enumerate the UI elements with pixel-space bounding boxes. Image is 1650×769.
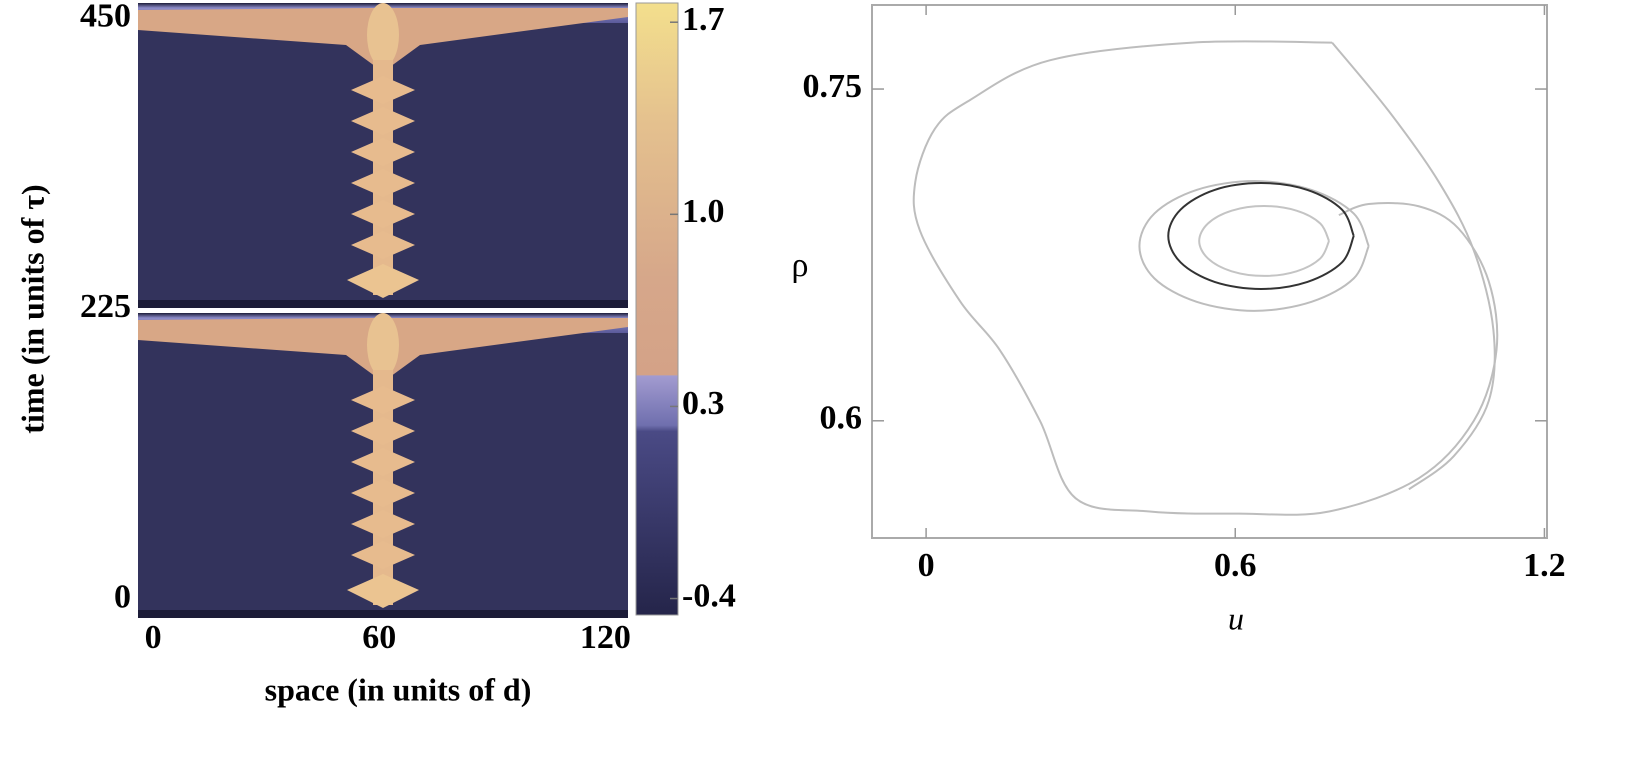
y-tick-label: 450 xyxy=(80,0,131,34)
y-tick-label: 0.75 xyxy=(803,68,863,105)
heatmap-lower xyxy=(138,313,628,618)
y-tick-label: 225 xyxy=(80,288,131,325)
heatmap-upper xyxy=(138,3,628,308)
colorbar-tick-label: -0.4 xyxy=(682,577,736,614)
trajectory xyxy=(1138,180,1370,312)
phase-frame xyxy=(871,4,1548,539)
x-tick-label: 0 xyxy=(145,619,162,656)
heatmap-field xyxy=(138,3,628,618)
x-tick-label: 120 xyxy=(580,619,631,656)
trajectory xyxy=(1198,205,1330,277)
x-tick-label: 0 xyxy=(918,547,935,584)
trajectory xyxy=(1331,41,1496,491)
x-tick-label: 60 xyxy=(362,619,396,656)
colorbar-tick-label: 0.3 xyxy=(682,385,725,422)
x-axis-label: u xyxy=(1228,600,1244,636)
x-axis-label: space (in units of d) xyxy=(265,671,532,707)
y-axis-label: ρ xyxy=(792,247,809,284)
trajectory xyxy=(1167,182,1355,290)
x-tick-label: 0.6 xyxy=(1214,547,1257,584)
trajectory xyxy=(912,40,1499,516)
y-axis-label: time (in units of τ) xyxy=(14,184,50,433)
y-tick-label: 0.6 xyxy=(820,400,863,437)
y-tick-label: 0 xyxy=(114,578,131,615)
colorbar-tick-label: 1.7 xyxy=(682,1,725,38)
colorbar xyxy=(635,2,679,616)
x-tick-label: 1.2 xyxy=(1523,547,1566,584)
colorbar-tick-label: 1.0 xyxy=(682,193,725,230)
